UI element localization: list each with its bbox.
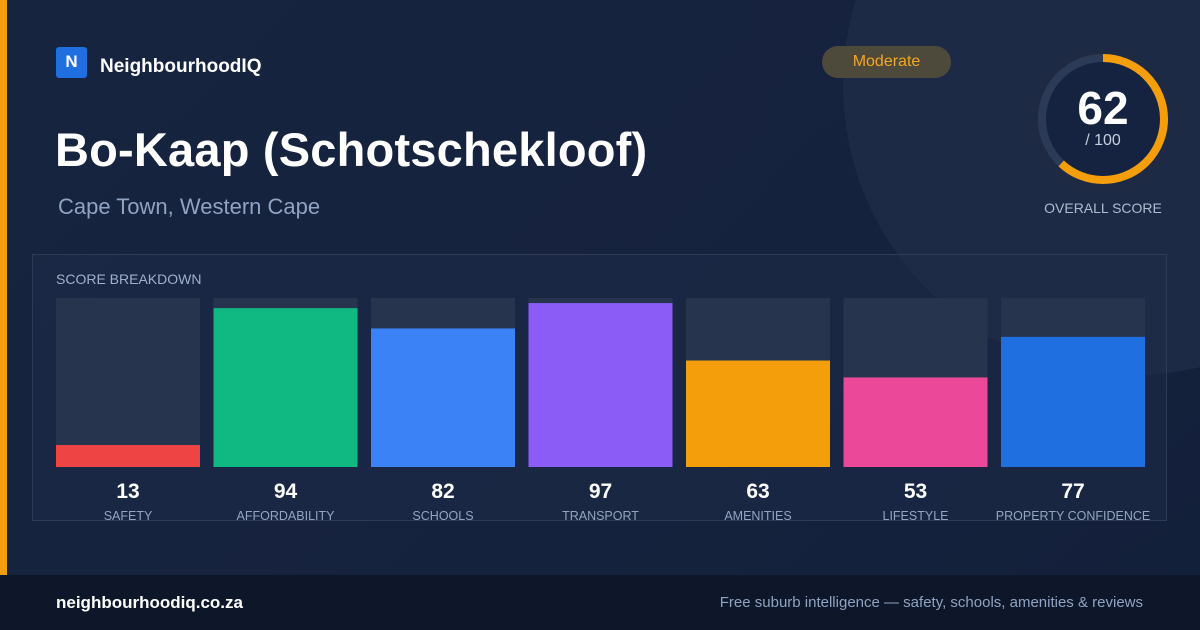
overall-score-value: 62 [1077, 82, 1129, 134]
score-breakdown-panel [32, 254, 1167, 521]
score-ring-arc [1038, 54, 1168, 184]
breakdown-title: SCORE BREAKDOWN [56, 271, 202, 287]
brand-name: NeighbourhoodIQ [100, 56, 262, 77]
footer-url[interactable]: neighbourhoodiq.co.za [56, 593, 243, 612]
suburb-title: Bo-Kaap (Schotschekloof) [55, 123, 648, 176]
overall-score-ring [1028, 44, 1178, 194]
logo-icon: N [56, 46, 87, 78]
suburb-location: Cape Town, Western Cape [58, 194, 321, 219]
footer [0, 575, 1200, 630]
rating-badge: Moderate [822, 46, 951, 78]
overall-score-label: OVERALL SCORE [1044, 200, 1162, 216]
brand: N NeighbourhoodIQ [56, 46, 261, 78]
overall-score-max: / 100 [1085, 132, 1121, 149]
accent-strip [0, 0, 7, 575]
footer-tagline: Free suburb intelligence — safety, schoo… [719, 594, 1143, 611]
